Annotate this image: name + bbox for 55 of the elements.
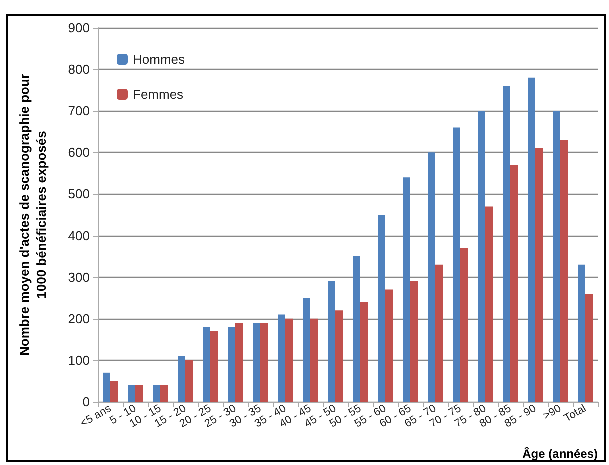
- bar: [560, 140, 568, 402]
- bar: [353, 256, 360, 402]
- bar: [228, 327, 236, 402]
- bar: [110, 381, 118, 402]
- bar: [378, 215, 386, 402]
- bar: [328, 281, 336, 402]
- bar: [586, 294, 593, 402]
- bar: [578, 264, 586, 402]
- bar: [460, 248, 468, 402]
- bar: [410, 281, 418, 402]
- bar: [186, 360, 193, 402]
- bar: [360, 302, 368, 402]
- legend-label: Hommes: [133, 52, 186, 67]
- bar: [536, 148, 543, 402]
- bar: [486, 206, 493, 402]
- bar: [403, 178, 410, 402]
- bar: [436, 264, 443, 402]
- bar: [260, 323, 268, 402]
- bar: [128, 385, 136, 402]
- bar: [428, 152, 436, 402]
- bar: [553, 111, 560, 402]
- bar: [236, 323, 243, 402]
- bar: [286, 318, 293, 402]
- y-tick-label: 700: [68, 104, 90, 119]
- y-tick-label: 100: [68, 352, 90, 368]
- bar: [103, 372, 110, 402]
- y-tick-label: 400: [68, 228, 90, 244]
- bar: [160, 385, 168, 402]
- y-tick-label: 0: [82, 394, 90, 410]
- bar: [528, 78, 536, 402]
- y-tick-label: 500: [68, 186, 90, 202]
- bar: [303, 298, 310, 402]
- x-tick-label: >90: [541, 402, 564, 423]
- legend-label: Femmes: [133, 87, 184, 102]
- bar: [278, 314, 286, 402]
- bar: [503, 86, 510, 402]
- y-tick-label: 900: [68, 20, 90, 36]
- bar: [136, 385, 143, 402]
- bar: [153, 385, 160, 402]
- bar: [453, 128, 460, 402]
- bar: [310, 318, 318, 402]
- bar: [510, 165, 518, 402]
- bar: [203, 327, 210, 402]
- bar: [478, 111, 486, 402]
- bar: [336, 310, 343, 402]
- bar: [253, 323, 260, 402]
- y-tick-label: 600: [68, 145, 90, 160]
- bar: [178, 356, 186, 402]
- y-tick-label: 800: [68, 62, 90, 78]
- x-tick-label: Total: [562, 402, 588, 425]
- bar: [210, 331, 218, 402]
- y-tick-label: 200: [68, 311, 90, 326]
- y-tick-label: 300: [68, 270, 90, 285]
- y-axis-title: Nombre moyen d'actes de scanographie pour 1000 bénéficiaires exposés: [17, 74, 49, 356]
- bar: [386, 290, 393, 402]
